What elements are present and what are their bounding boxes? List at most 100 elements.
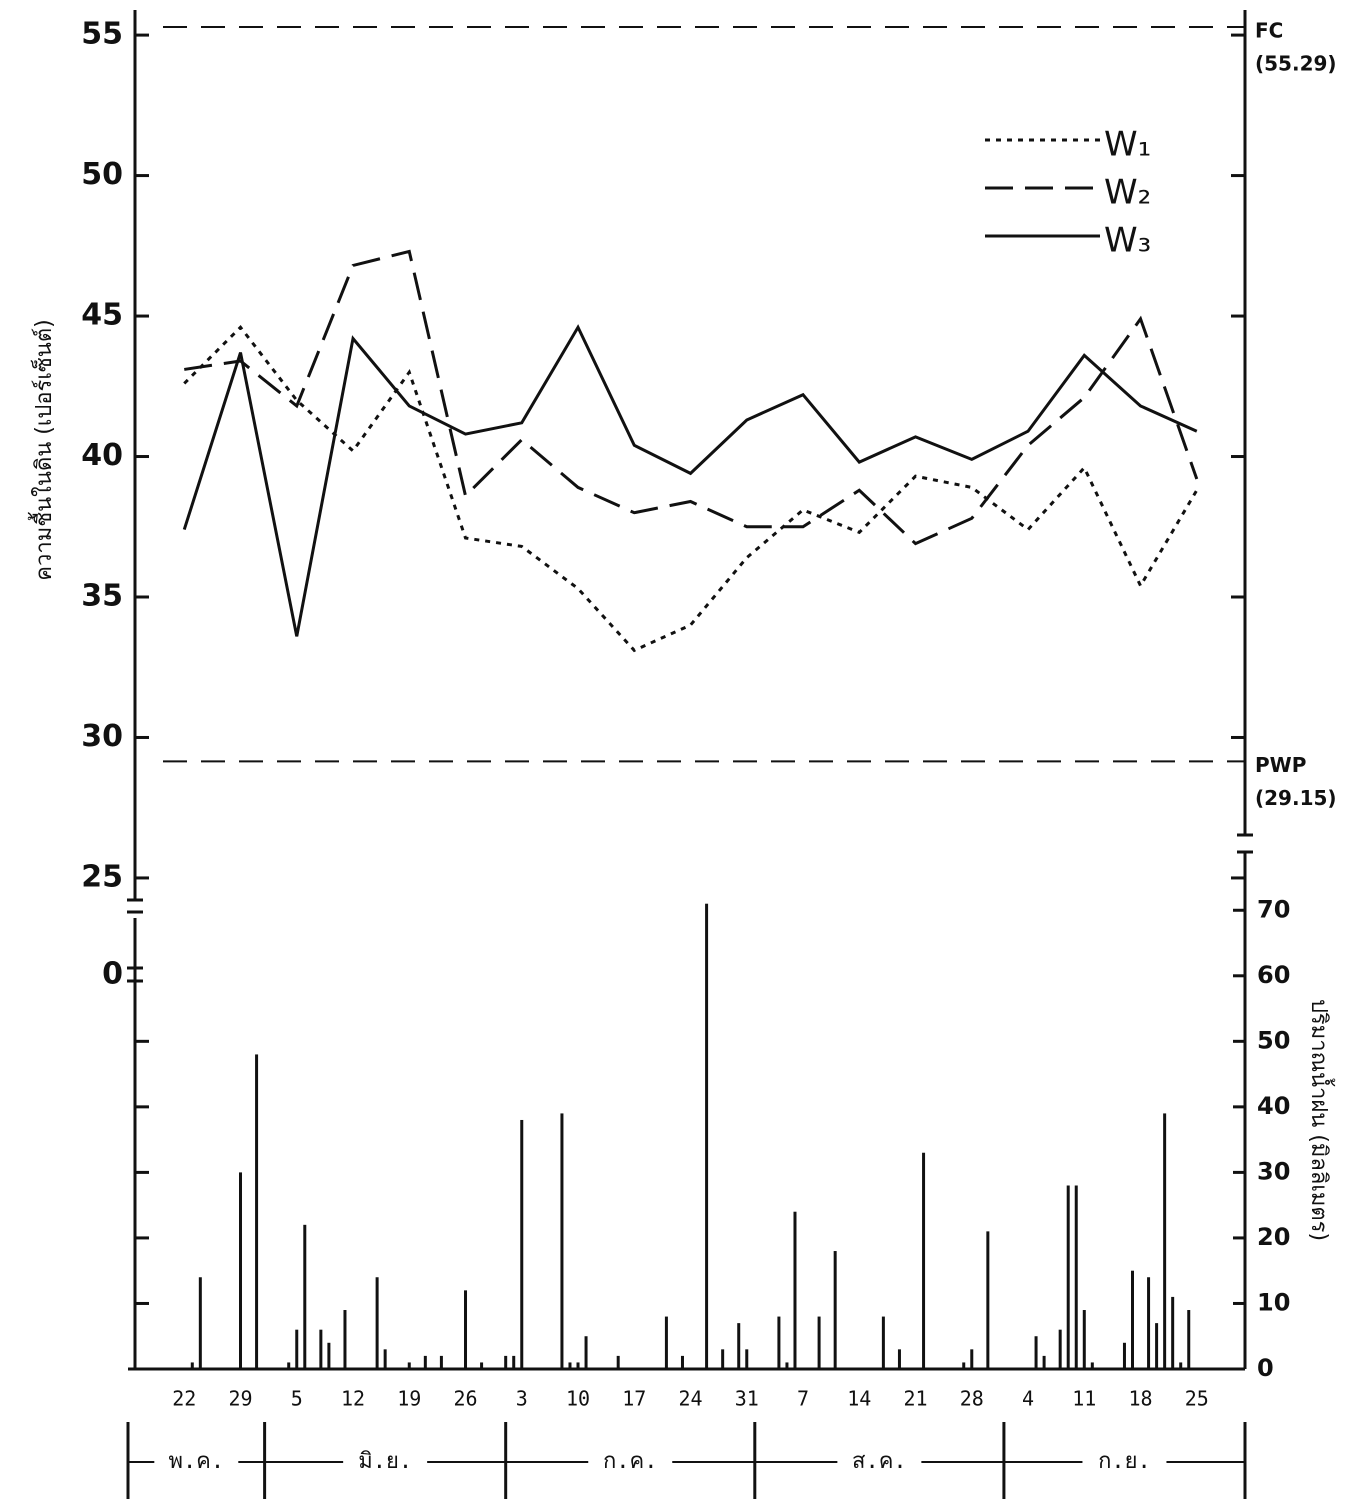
series-line bbox=[182, 324, 1198, 637]
month-label: พ.ค. bbox=[168, 1449, 224, 1474]
rain-bar bbox=[1155, 1323, 1159, 1369]
y2-tick-label: 40 bbox=[1257, 1092, 1290, 1120]
y-tick-label: 50 bbox=[81, 157, 123, 192]
y-tick-label: 25 bbox=[81, 859, 123, 894]
x-tick-label: 11 bbox=[1072, 1387, 1096, 1411]
rain-bar bbox=[970, 1349, 974, 1369]
rain-bar bbox=[1122, 1342, 1126, 1369]
rain-bar bbox=[777, 1316, 781, 1369]
rain-bar bbox=[922, 1152, 926, 1369]
y-tick-label: 55 bbox=[81, 17, 123, 52]
rain-bar bbox=[190, 1362, 194, 1369]
x-tick-label: 5 bbox=[291, 1387, 303, 1411]
y-tick-label: 30 bbox=[81, 719, 123, 754]
rain-bar bbox=[737, 1323, 741, 1369]
rain-bar bbox=[512, 1355, 516, 1369]
series-line bbox=[184, 249, 1199, 546]
y-tick-label: 35 bbox=[81, 579, 123, 614]
y-axis-label: ความชื้นในดิน (เปอร์เซ็นต์) bbox=[28, 319, 57, 580]
rain-bar bbox=[520, 1119, 524, 1369]
x-tick-label: 29 bbox=[228, 1387, 252, 1411]
legend-label: W₂ bbox=[1104, 173, 1151, 213]
rain-bar bbox=[1147, 1277, 1151, 1369]
x-tick-label: 17 bbox=[622, 1387, 646, 1411]
x-tick-label: 18 bbox=[1128, 1387, 1152, 1411]
rain-bar bbox=[881, 1316, 885, 1369]
y2-tick-label: 20 bbox=[1257, 1223, 1290, 1251]
x-tick-label: 24 bbox=[678, 1387, 702, 1411]
rain-bar bbox=[464, 1290, 468, 1369]
rain-bar bbox=[897, 1349, 901, 1369]
y2-tick-label: 50 bbox=[1257, 1026, 1290, 1054]
rain-bar bbox=[319, 1329, 323, 1369]
rain-bar bbox=[287, 1362, 291, 1369]
rain-bar bbox=[576, 1362, 580, 1369]
reference-label: PWP bbox=[1255, 753, 1306, 777]
rain-bar bbox=[375, 1277, 379, 1369]
rain-bar bbox=[1171, 1296, 1175, 1369]
y2-tick-label: 0 bbox=[1257, 1354, 1274, 1382]
rain-bar bbox=[423, 1355, 427, 1369]
rain-bar bbox=[1130, 1270, 1134, 1369]
x-tick-label: 19 bbox=[397, 1387, 421, 1411]
x-tick-label: 22 bbox=[172, 1387, 196, 1411]
rain-bar bbox=[1082, 1310, 1086, 1369]
reference-label: FC bbox=[1255, 18, 1283, 42]
rain-bar bbox=[1179, 1362, 1183, 1369]
rain-bar bbox=[1058, 1329, 1062, 1369]
rain-bar bbox=[721, 1349, 725, 1369]
x-tick-label: 21 bbox=[903, 1387, 927, 1411]
x-tick-label: 26 bbox=[453, 1387, 477, 1411]
series-line bbox=[183, 325, 1199, 653]
x-tick-label: 4 bbox=[1022, 1387, 1034, 1411]
rain-bar bbox=[962, 1362, 966, 1369]
y2-axis-label: ปริมาณน้ำฝน (มิลลิเมตร) bbox=[1306, 999, 1335, 1241]
reference-value-label: (55.29) bbox=[1255, 51, 1337, 75]
month-label: มิ.ย. bbox=[358, 1449, 412, 1474]
y2-tick-label: 30 bbox=[1257, 1157, 1290, 1185]
rain-bar bbox=[439, 1355, 443, 1369]
rain-bar bbox=[793, 1211, 797, 1369]
rain-bar bbox=[1163, 1113, 1167, 1369]
rain-bar bbox=[664, 1316, 668, 1369]
rain-bar bbox=[986, 1231, 990, 1369]
x-tick-label: 3 bbox=[516, 1387, 528, 1411]
legend-label: W₁ bbox=[1104, 125, 1151, 165]
x-tick-label: 10 bbox=[566, 1387, 590, 1411]
rain-bar bbox=[745, 1349, 749, 1369]
rain-bar bbox=[817, 1316, 821, 1369]
rain-bar bbox=[1042, 1355, 1046, 1369]
y2-tick-label: 60 bbox=[1257, 961, 1290, 989]
y-break-label: 0 bbox=[102, 957, 123, 992]
reference-value-label: (29.15) bbox=[1255, 786, 1337, 810]
legend-label: W₃ bbox=[1104, 221, 1151, 261]
x-tick-label: 14 bbox=[847, 1387, 871, 1411]
y-tick-label: 40 bbox=[81, 438, 123, 473]
rain-bar bbox=[785, 1362, 789, 1369]
rain-bar bbox=[295, 1329, 299, 1369]
rain-bar bbox=[568, 1362, 572, 1369]
rain-bar bbox=[1090, 1362, 1094, 1369]
rain-bar bbox=[504, 1355, 508, 1369]
rain-bar bbox=[1066, 1185, 1070, 1369]
y2-tick-label: 10 bbox=[1257, 1288, 1290, 1316]
rain-bar bbox=[833, 1251, 837, 1369]
y2-tick-label: 70 bbox=[1257, 895, 1290, 923]
rain-bar bbox=[198, 1277, 202, 1369]
rain-bar bbox=[303, 1224, 307, 1369]
rain-bar bbox=[1074, 1185, 1078, 1369]
rain-bar bbox=[705, 903, 709, 1369]
month-label: ก.ค. bbox=[603, 1449, 658, 1474]
month-label: ส.ค. bbox=[852, 1449, 907, 1474]
rain-bar bbox=[239, 1172, 243, 1369]
x-tick-label: 25 bbox=[1185, 1387, 1209, 1411]
rain-bar bbox=[584, 1336, 588, 1369]
rain-bar bbox=[255, 1054, 259, 1369]
rain-bar bbox=[1187, 1310, 1191, 1369]
rain-bar bbox=[616, 1355, 620, 1369]
x-tick-label: 31 bbox=[735, 1387, 759, 1411]
x-tick-label: 12 bbox=[341, 1387, 365, 1411]
x-tick-label: 7 bbox=[797, 1387, 809, 1411]
rain-bar bbox=[343, 1310, 347, 1369]
